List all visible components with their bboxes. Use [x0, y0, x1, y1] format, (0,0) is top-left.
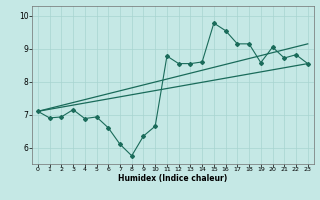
- X-axis label: Humidex (Indice chaleur): Humidex (Indice chaleur): [118, 174, 228, 183]
